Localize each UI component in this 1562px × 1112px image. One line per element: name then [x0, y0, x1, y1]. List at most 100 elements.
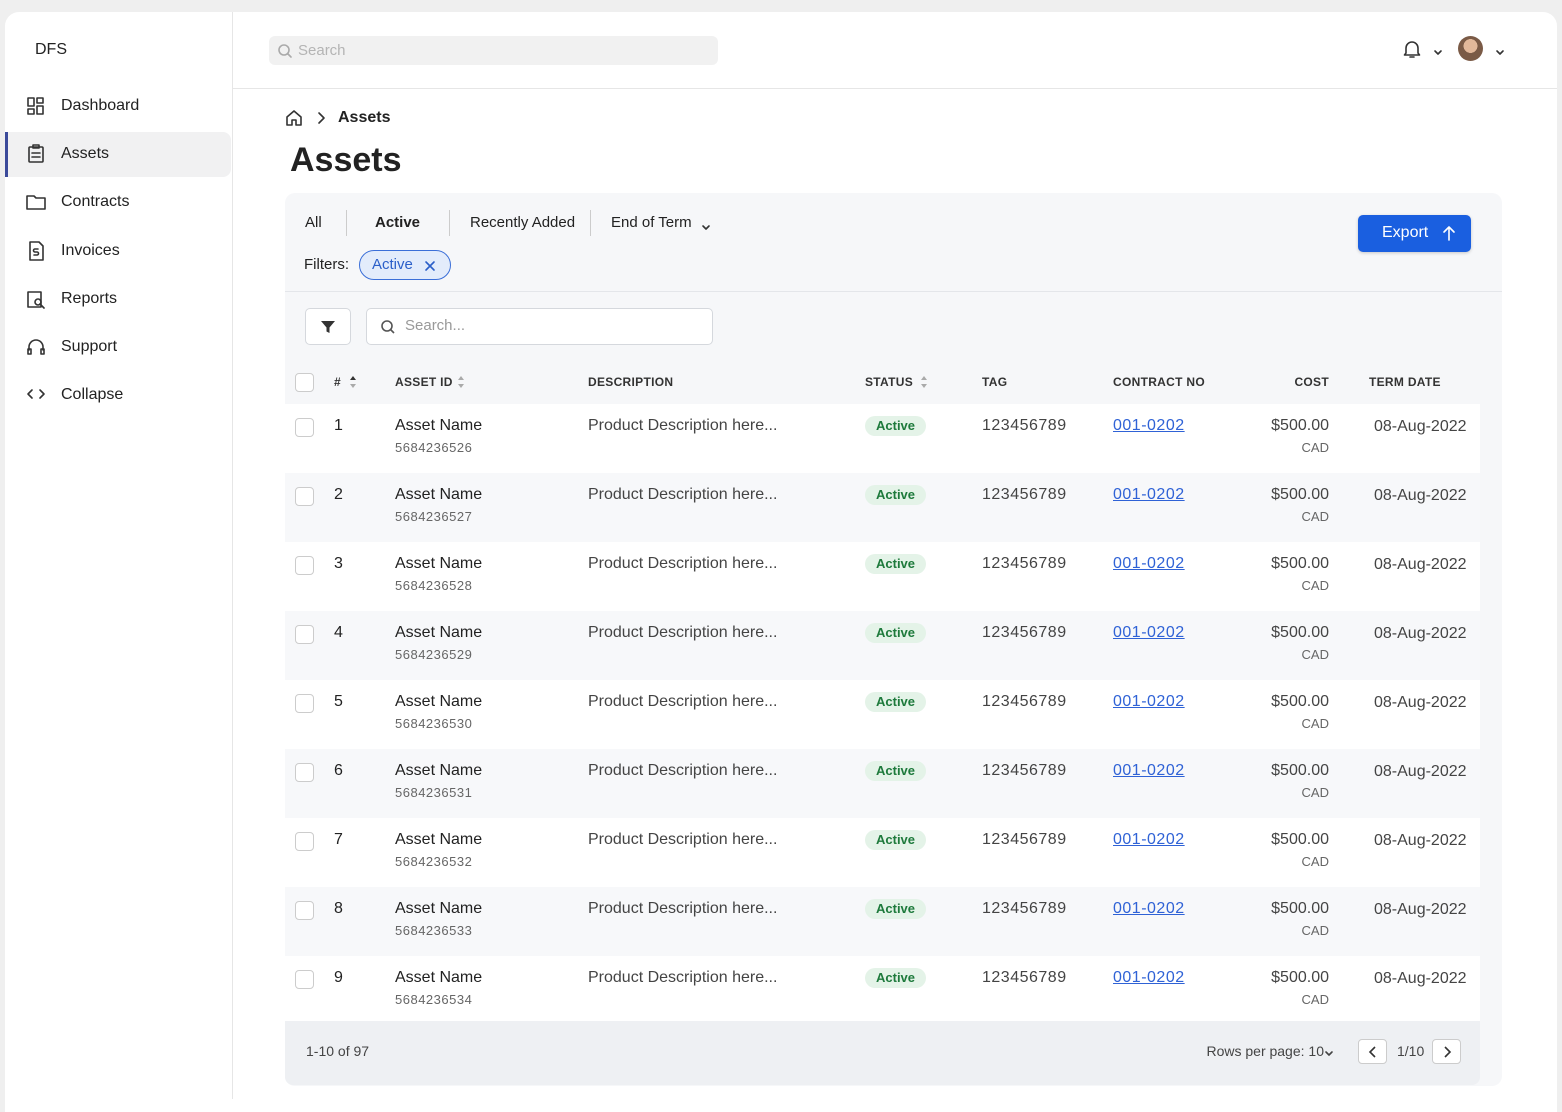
- row-checkbox[interactable]: [295, 832, 314, 851]
- prev-page[interactable]: [1358, 1039, 1387, 1064]
- nav-icon: [26, 337, 46, 357]
- row-number: 1: [334, 417, 343, 434]
- row-checkbox[interactable]: [295, 901, 314, 920]
- row-checkbox[interactable]: [295, 763, 314, 782]
- currency: CAD: [1301, 785, 1329, 800]
- nav-item[interactable]: Support: [61, 338, 118, 355]
- bell-icon[interactable]: [1402, 39, 1422, 59]
- header-checkbox[interactable]: [295, 373, 314, 392]
- row-number: 3: [334, 555, 343, 572]
- row-number: 5: [334, 693, 343, 710]
- header-divider: [233, 88, 1557, 89]
- term-date: 08-Aug-2022: [1374, 556, 1467, 573]
- export-label: Export: [1382, 224, 1429, 241]
- column-header[interactable]: TERM DATE: [1369, 375, 1441, 389]
- contract-link[interactable]: 001-0202: [1113, 486, 1185, 503]
- contract-link[interactable]: 001-0202: [1113, 900, 1185, 917]
- tag: 123456789: [982, 900, 1067, 917]
- filter-chip[interactable]: Active: [359, 250, 451, 280]
- chip-remove[interactable]: [424, 259, 436, 271]
- nav-active-bar: [5, 132, 8, 178]
- nav-icon: [26, 144, 46, 164]
- sort-icon[interactable]: [920, 374, 928, 390]
- term-date: 08-Aug-2022: [1374, 418, 1467, 435]
- term-date: 08-Aug-2022: [1374, 901, 1467, 918]
- tab[interactable]: Active: [375, 214, 421, 231]
- row-checkbox[interactable]: [295, 970, 314, 989]
- export-button[interactable]: Export: [1358, 215, 1471, 252]
- header-search[interactable]: [269, 36, 718, 65]
- nav-icon: [26, 240, 46, 261]
- rows-per-page[interactable]: Rows per page: 10: [1206, 1043, 1324, 1059]
- status-badge: Active: [865, 830, 927, 850]
- row-number: 4: [334, 624, 343, 641]
- cost: $500.00: [1271, 900, 1329, 917]
- column-header[interactable]: STATUS: [865, 375, 914, 389]
- term-date: 08-Aug-2022: [1374, 487, 1467, 504]
- nav-item[interactable]: Dashboard: [61, 97, 140, 114]
- nav-item[interactable]: Invoices: [61, 241, 120, 259]
- currency: CAD: [1301, 509, 1329, 524]
- asset-name: Asset Name: [395, 486, 483, 503]
- column-header[interactable]: COST: [1294, 375, 1329, 389]
- column-header[interactable]: TAG: [982, 375, 1008, 389]
- description: Product Description here...: [588, 969, 778, 986]
- currency: CAD: [1301, 992, 1329, 1007]
- tab[interactable]: All: [305, 214, 322, 231]
- currency: CAD: [1301, 716, 1329, 731]
- nav-icon: [26, 289, 46, 309]
- contract-link[interactable]: 001-0202: [1113, 762, 1185, 779]
- asset-name: Asset Name: [395, 693, 483, 710]
- asset-id: 5684236528: [395, 578, 473, 593]
- contract-link[interactable]: 001-0202: [1113, 624, 1185, 641]
- currency: CAD: [1301, 854, 1329, 869]
- sort-icon[interactable]: [457, 374, 465, 390]
- filter-button[interactable]: [305, 308, 351, 345]
- avatar[interactable]: [1458, 36, 1483, 61]
- row-checkbox[interactable]: [295, 487, 314, 506]
- tag: 123456789: [982, 417, 1067, 434]
- status-badge: Active: [865, 761, 927, 781]
- search-placeholder: Search: [298, 42, 346, 59]
- row-checkbox[interactable]: [295, 556, 314, 575]
- contract-link[interactable]: 001-0202: [1113, 417, 1185, 434]
- table-search[interactable]: [366, 308, 713, 345]
- row-checkbox[interactable]: [295, 625, 314, 644]
- column-header[interactable]: CONTRACT NO: [1113, 375, 1205, 389]
- chevron: [1495, 45, 1505, 55]
- description: Product Description here...: [588, 417, 778, 434]
- row-checkbox[interactable]: [295, 418, 314, 437]
- row-number: 8: [334, 900, 343, 917]
- contract-link[interactable]: 001-0202: [1113, 555, 1185, 572]
- description: Product Description here...: [588, 555, 778, 572]
- chevron: [1433, 45, 1443, 55]
- row-checkbox[interactable]: [295, 694, 314, 713]
- nav-icon: [26, 96, 46, 116]
- contract-link[interactable]: 001-0202: [1113, 831, 1185, 848]
- tab[interactable]: End of Term: [611, 214, 692, 231]
- home-icon[interactable]: [285, 109, 303, 127]
- contract-link[interactable]: 001-0202: [1113, 693, 1185, 710]
- tag: 123456789: [982, 831, 1067, 848]
- tab-separator: [449, 210, 450, 236]
- tab[interactable]: Recently Added: [470, 214, 576, 231]
- term-date: 08-Aug-2022: [1374, 970, 1467, 987]
- nav-item[interactable]: Collapse: [61, 386, 124, 404]
- tag: 123456789: [982, 969, 1067, 986]
- column-header[interactable]: ASSET ID: [395, 375, 453, 389]
- next-page[interactable]: [1432, 1039, 1461, 1064]
- column-header[interactable]: #: [334, 375, 341, 389]
- currency: CAD: [1301, 440, 1329, 455]
- nav-icon: [26, 385, 46, 405]
- nav-item[interactable]: Contracts: [61, 193, 130, 211]
- contract-link[interactable]: 001-0202: [1113, 969, 1185, 986]
- currency: CAD: [1301, 647, 1329, 662]
- asset-id: 5684236529: [395, 647, 473, 662]
- status-badge: Active: [865, 485, 927, 505]
- nav-item[interactable]: Assets: [61, 145, 110, 163]
- column-header[interactable]: DESCRIPTION: [588, 375, 674, 389]
- sort-icon[interactable]: [349, 374, 357, 390]
- nav-item[interactable]: Reports: [61, 289, 118, 307]
- table-row: [285, 887, 1480, 956]
